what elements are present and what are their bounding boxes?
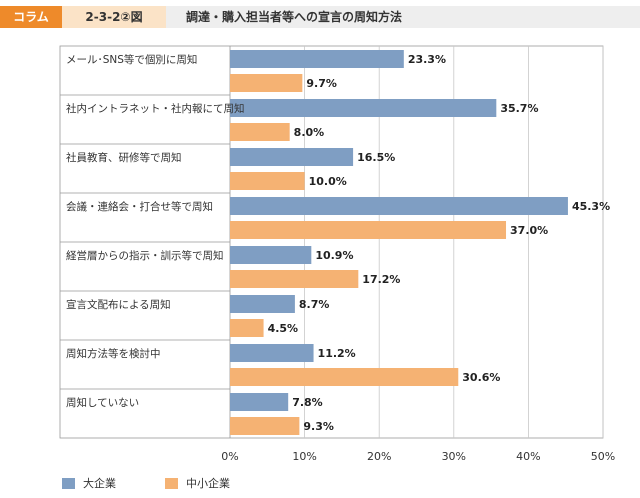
legend-item-sme: 中小企業 xyxy=(165,474,230,492)
value-label: 37.0% xyxy=(510,224,548,237)
bar-sme xyxy=(230,270,359,288)
bar-sme xyxy=(230,221,507,239)
value-label: 30.6% xyxy=(462,371,500,384)
legend-item-large: 大企業 xyxy=(62,474,116,492)
value-label: 7.8% xyxy=(292,396,323,409)
bars xyxy=(230,50,568,435)
category-label: 宣言文配布による周知 xyxy=(66,298,171,311)
x-tick-label: 40% xyxy=(516,450,540,463)
bar-sme xyxy=(230,417,300,435)
bar-large xyxy=(230,393,289,411)
bar-large xyxy=(230,50,404,68)
bar-sme xyxy=(230,123,290,141)
bar-sme xyxy=(230,74,303,92)
column-label: コラム xyxy=(0,6,62,28)
x-tick-label: 50% xyxy=(591,450,615,463)
bar-sme xyxy=(230,368,459,386)
category-label: 会議・連絡会・打合せ等で周知 xyxy=(66,200,213,213)
bar-large xyxy=(230,246,312,264)
figure-number: 2-3-2②図 xyxy=(62,6,166,28)
bar-chart: 0% 10% 20% 30% 40% 50% メール･SNS等で個別に周知 23.3% 9.7%… xyxy=(59,45,615,463)
value-label: 9.7% xyxy=(306,77,337,90)
value-label: 45.3% xyxy=(572,200,610,213)
value-label: 23.3% xyxy=(408,53,446,66)
value-label: 8.0% xyxy=(294,126,325,139)
value-label: 11.2% xyxy=(318,347,356,360)
bar-large xyxy=(230,344,314,362)
chart-header: コラム 2-3-2②図 調達・購入担当者等への宣言の周知方法 xyxy=(0,0,640,32)
category-label: 周知していない xyxy=(66,396,139,409)
bar-large xyxy=(230,99,497,117)
category-label: 社員教育、研修等で周知 xyxy=(66,151,182,164)
category-label: 周知方法等を検討中 xyxy=(66,347,161,360)
bar-large xyxy=(230,148,354,166)
x-tick-label: 0% xyxy=(221,450,238,463)
bar-sme xyxy=(230,172,305,190)
chart-title: 調達・購入担当者等への宣言の周知方法 xyxy=(166,6,640,28)
value-label: 8.7% xyxy=(299,298,330,311)
value-label: 10.9% xyxy=(315,249,353,262)
legend-label-sme: 中小企業 xyxy=(186,477,230,490)
x-tick-label: 30% xyxy=(442,450,466,463)
value-label: 16.5% xyxy=(357,151,395,164)
value-label: 17.2% xyxy=(362,273,400,286)
labels: 0% 10% 20% 30% 40% 50% メール･SNS等で個別に周知 23.3% 9.7%… xyxy=(66,53,615,463)
x-tick-label: 10% xyxy=(292,450,316,463)
value-label: 35.7% xyxy=(500,102,538,115)
bar-sme xyxy=(230,319,264,337)
x-tick-label: 20% xyxy=(367,450,391,463)
value-label: 9.3% xyxy=(303,420,334,433)
legend-swatch-sme xyxy=(165,477,178,489)
category-label: 社内イントラネット・社内報にて周知 xyxy=(66,102,245,115)
legend-label-large: 大企業 xyxy=(83,477,116,490)
category-label: メール･SNS等で個別に周知 xyxy=(66,53,197,66)
value-label: 10.0% xyxy=(309,175,347,188)
value-label: 4.5% xyxy=(268,322,299,335)
category-label: 経営層からの指示・訓示等で周知 xyxy=(66,249,224,262)
legend-swatch-large xyxy=(62,477,75,489)
bar-large xyxy=(230,295,295,313)
bar-large xyxy=(230,197,568,215)
